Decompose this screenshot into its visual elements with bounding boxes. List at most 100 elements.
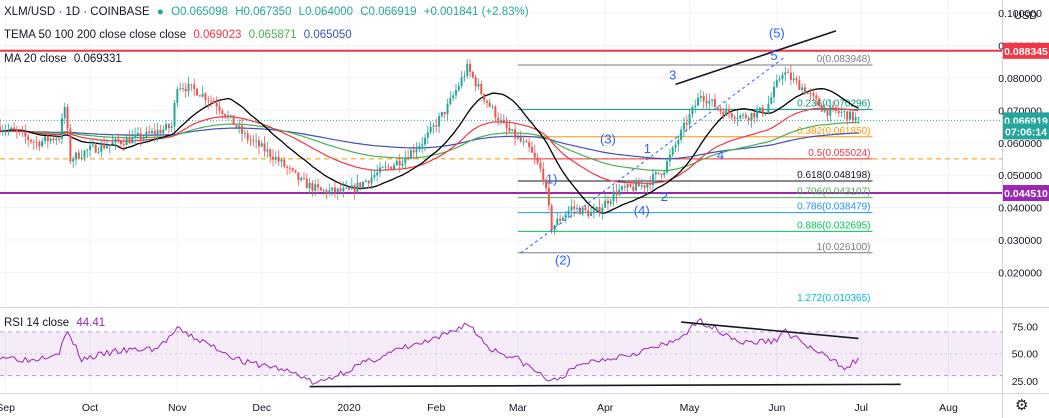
elliott-wave-label: 5 (770, 48, 777, 63)
candle-body (418, 146, 421, 150)
candle-body (494, 106, 497, 118)
candle-body (570, 206, 573, 211)
candle-body (210, 100, 213, 102)
candle-body (438, 116, 441, 127)
candle-body (395, 160, 398, 166)
candle-body (789, 72, 792, 80)
fib-level-label: 0.382(0.061850) (797, 126, 870, 137)
candle-body (826, 109, 829, 116)
elliott-wave-label: (4) (634, 203, 650, 218)
candle-body (576, 207, 578, 209)
candle-body (567, 210, 570, 215)
candle-body (857, 116, 860, 118)
candle-body (747, 117, 750, 120)
candle-body (454, 90, 457, 96)
candle-body (649, 183, 652, 185)
time-tick-label: Oct (82, 402, 98, 414)
elliott-wave-label: (2) (555, 252, 571, 267)
candle-body (148, 131, 151, 134)
candle-body (584, 207, 587, 211)
candle-body (854, 117, 857, 121)
candle-body (291, 168, 294, 171)
candle-body (758, 107, 761, 111)
candle-body (193, 84, 196, 89)
candle-body (809, 92, 812, 94)
candle-body (798, 80, 801, 91)
fib-level-label: 0(0.083948) (817, 54, 871, 65)
candle-body (778, 78, 781, 81)
candle-body (58, 138, 61, 140)
price-tick-label: 0.100000 (998, 8, 1042, 20)
candle-body (545, 179, 548, 188)
candle-body (294, 170, 297, 173)
candle-body (89, 145, 92, 150)
candle-body (328, 190, 331, 194)
time-tick-label: Feb (427, 402, 445, 414)
candle-body (440, 111, 443, 117)
candle-body (660, 173, 663, 176)
tema-50-line (0, 107, 859, 185)
candle-body (787, 72, 790, 74)
candle-body (83, 150, 86, 158)
candle-body (533, 152, 536, 158)
candle-body (629, 184, 632, 187)
candle-body (241, 125, 244, 134)
candle-body (761, 107, 764, 115)
candle-body (7, 129, 10, 131)
candle-body (511, 129, 514, 131)
candle-body (435, 125, 438, 127)
candle-body (426, 132, 429, 138)
candle-body (623, 186, 626, 188)
symbol-title[interactable]: XLM/USD · 1D · COINBASE (4, 6, 150, 18)
price-tick-label: 0.060000 (998, 138, 1042, 150)
candle-body (705, 100, 708, 104)
candle-body (100, 144, 103, 152)
candle-body (97, 151, 100, 153)
elliott-wave-label: 1) (546, 171, 558, 186)
candle-body (556, 218, 559, 226)
candle-body (851, 111, 854, 121)
settings-gear-icon[interactable]: ⚙ (1015, 397, 1029, 414)
candle-body (249, 139, 252, 141)
candle-body (91, 144, 94, 146)
candle-body (792, 78, 795, 80)
candle-body (136, 133, 139, 135)
candle-body (801, 87, 804, 91)
candle-body (480, 83, 483, 94)
time-tick-label: Sep (0, 402, 15, 414)
open-value: O0.065098 (171, 6, 228, 18)
rsi-legend[interactable]: RSI 14 close 44.41 (4, 317, 109, 329)
currency-label[interactable]: USD (1014, 10, 1038, 22)
rsi-label: RSI 14 close (4, 317, 70, 329)
elliott-wave-label: 3 (669, 67, 676, 82)
candle-body (63, 106, 66, 119)
candle-body (274, 157, 277, 160)
tema-legend[interactable]: TEMA 50 100 200 close close close 0.0690… (4, 29, 356, 41)
candle-body (257, 140, 260, 147)
candle-body (29, 139, 32, 142)
candle-body (590, 212, 593, 217)
candle-body (764, 113, 767, 115)
candle-body (75, 152, 77, 160)
candle-body (232, 115, 235, 126)
candle-body (229, 115, 232, 117)
candle-body (190, 84, 193, 85)
trend-line (675, 30, 837, 86)
candle-body (167, 124, 170, 129)
candle-body (367, 180, 370, 184)
candle-body (840, 112, 843, 113)
candle-body (131, 137, 134, 144)
candle-body (378, 167, 381, 173)
candle-body (390, 166, 393, 170)
candle-body (317, 184, 320, 188)
candle-body (547, 187, 550, 206)
price-badge-label: 0.044510 (1004, 188, 1048, 200)
candle-body (114, 138, 117, 143)
low-value: L0.064000 (298, 6, 354, 18)
time-tick-label: 2020 (337, 402, 361, 414)
candle-body (32, 141, 35, 143)
candle-body (243, 133, 246, 135)
ma-legend[interactable]: MA 20 close 0.069331 (4, 53, 126, 65)
candle-body (685, 122, 688, 125)
